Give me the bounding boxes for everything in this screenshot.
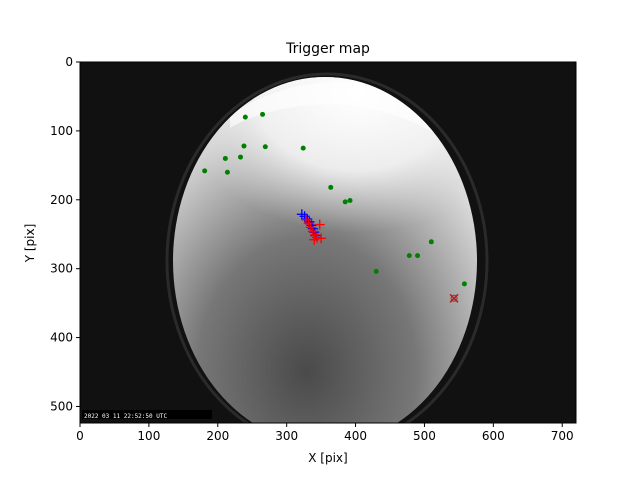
y-tick-label: 0 (65, 55, 73, 69)
x-tick-label: 100 (137, 429, 160, 443)
detection-point (406, 253, 412, 259)
x-tick-label: 600 (482, 429, 505, 443)
trigger-point (309, 234, 320, 245)
y-tick-label: 500 (50, 399, 73, 413)
x-axis: 0 100 200 300 400 500 600 700 (76, 423, 574, 443)
detection-point (461, 281, 467, 287)
trigger-point (314, 219, 325, 230)
x-tick-label: 0 (76, 429, 84, 443)
detection-point (373, 268, 379, 274)
x-tick-label: 200 (206, 429, 229, 443)
y-tick-label: 300 (50, 262, 73, 276)
x-tick-label: 500 (413, 429, 436, 443)
x-tick-label: 300 (275, 429, 298, 443)
trigger-point (303, 218, 314, 229)
detection-point (347, 197, 353, 203)
detection-point (242, 114, 248, 120)
detection-point (342, 199, 348, 205)
detection-point (224, 169, 230, 175)
detection-point (241, 143, 247, 149)
reference-point (449, 293, 459, 303)
data-marks (202, 111, 467, 303)
y-tick-label: 200 (50, 193, 73, 207)
detection-point (238, 154, 244, 160)
detection-point (328, 184, 334, 190)
trigger-point (305, 222, 316, 233)
detection-point (428, 239, 434, 245)
detection-point (260, 111, 266, 117)
trigger-point (316, 233, 327, 244)
y-axis-label: Y [pix] (23, 224, 37, 264)
detection-point (222, 155, 228, 161)
x-axis-label: X [pix] (308, 451, 347, 465)
sky-image: 2022 03 11 22:52:50 UTC (80, 62, 576, 423)
detection-point (415, 253, 421, 259)
x-tick-label: 700 (551, 429, 574, 443)
plot-frame (79, 61, 577, 424)
x-tick-label: 400 (344, 429, 367, 443)
detection-point (300, 145, 306, 151)
detection-point (262, 144, 268, 150)
y-tick-label: 100 (50, 124, 73, 138)
timestamp-overlay: 2022 03 11 22:52:50 UTC (84, 413, 167, 420)
y-tick-label: 400 (50, 331, 73, 345)
y-axis: 0 100 200 300 400 500 (50, 55, 80, 413)
detection-point (202, 168, 208, 174)
chart-title: Trigger map (285, 41, 370, 57)
